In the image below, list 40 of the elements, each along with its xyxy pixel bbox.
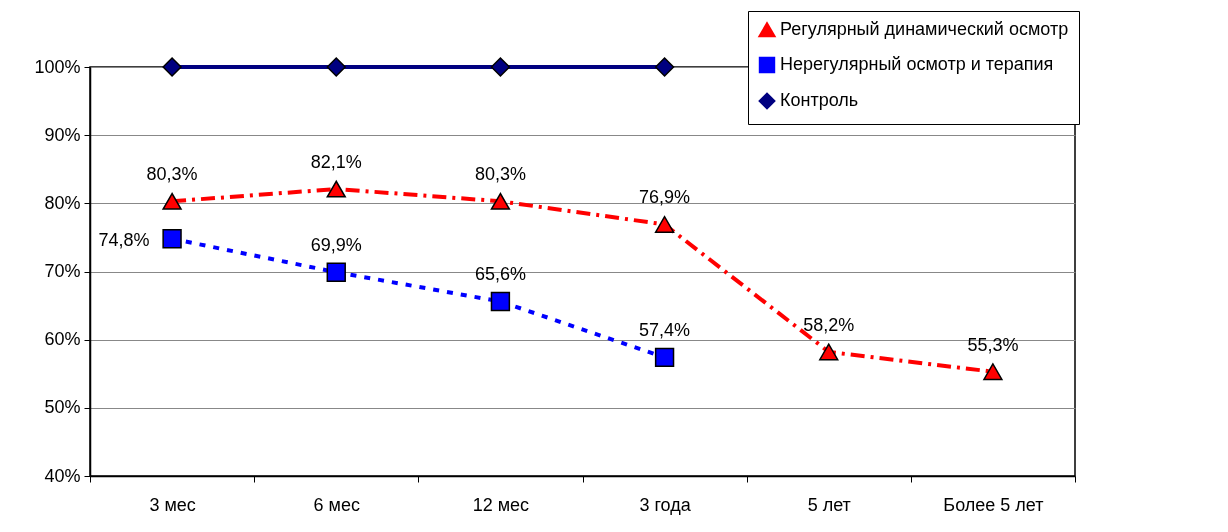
point	[983, 363, 1003, 381]
legend-label: Регулярный динамический осмотр	[780, 19, 1069, 39]
data-label: 55,3%	[967, 334, 1019, 355]
y-tick-label: 50%	[44, 397, 81, 418]
legend-label: Контроль	[780, 90, 859, 110]
point	[490, 57, 511, 77]
x-tick-label: 3 года	[639, 494, 692, 515]
x-tick-label: 3 мес	[149, 494, 196, 515]
x-tick-label: 6 мес	[313, 494, 360, 515]
point	[326, 262, 346, 282]
point	[654, 57, 675, 77]
y-tick-label: 90%	[44, 124, 81, 145]
point	[326, 57, 346, 77]
y-tick-label: 40%	[44, 465, 81, 486]
data-label: 80,3%	[146, 164, 198, 185]
legend-label: Нерегулярный осмотр и терапия	[780, 54, 1054, 74]
x-tick-label: 12 мес	[472, 494, 530, 515]
data-label: 69,9%	[310, 235, 362, 256]
data-label: 57,4%	[639, 320, 691, 341]
x-tick-label: 5 лет	[807, 494, 851, 515]
point	[162, 229, 182, 249]
point	[654, 347, 675, 368]
x-tick-label: Более 5 лет	[943, 494, 1044, 515]
point	[162, 57, 182, 77]
point	[654, 215, 675, 233]
y-tick-label: 60%	[44, 329, 81, 350]
data-label: 65,6%	[474, 264, 526, 285]
data-label: 58,2%	[803, 314, 855, 335]
y-tick-label: 80%	[44, 192, 81, 213]
data-label: 80,3%	[474, 164, 526, 185]
point	[490, 291, 511, 312]
y-tick-label: 100%	[34, 56, 81, 77]
point	[162, 192, 182, 210]
data-label: 82,1%	[310, 152, 362, 173]
point	[326, 180, 346, 198]
y-tick-label: 70%	[44, 261, 81, 281]
point	[819, 343, 839, 361]
data-label: 74,8%	[98, 229, 150, 250]
data-label: 76,9%	[639, 187, 691, 208]
point	[490, 192, 511, 210]
